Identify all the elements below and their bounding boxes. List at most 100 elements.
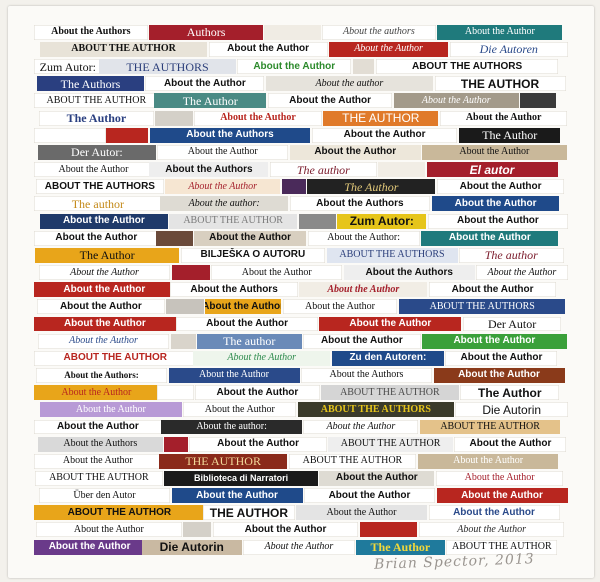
label-strip: About the Author (422, 333, 567, 349)
label-strip: THE AUTHOR (203, 505, 295, 521)
label-strip: The Author (458, 127, 561, 143)
label-strip: About the Author (422, 144, 567, 160)
label-strip: ABOUT THE AUTHOR (328, 436, 453, 452)
label-strip: Die Autoren (449, 41, 568, 57)
label-strip: About the Author (237, 59, 352, 75)
label-strip: Die Autorin (141, 539, 242, 555)
label-strip: About the Author (437, 24, 563, 40)
label-strip: THE AUTHOR (159, 453, 288, 469)
label-strip: About the Author (183, 402, 297, 418)
label-strip (157, 385, 194, 401)
label-strip: About the Author (311, 127, 458, 143)
label-strip (156, 230, 193, 246)
label-strip (183, 522, 212, 538)
label-strip: About the Author (34, 385, 159, 401)
label-strip (359, 522, 418, 538)
label-collage: About the Authors Authors About the author… (34, 24, 568, 572)
label-strip: About the Author (433, 368, 565, 383)
label-strip: About the Authors: (36, 368, 167, 383)
label-strip: About the Author (194, 230, 307, 246)
label-strip: The Author (356, 539, 445, 555)
label-strip: ABOUT THE AUTHORS (326, 247, 458, 263)
label-strip: About the Author (319, 470, 435, 486)
label-strip (281, 179, 306, 195)
label-strip: About the Author (329, 41, 449, 57)
label-strip: The author (197, 333, 302, 349)
label-strip: The Authors (37, 76, 144, 92)
label-strip: About the Author (282, 299, 398, 315)
label-strip: Zum Autor: (337, 213, 427, 229)
label-strip: About the Author (195, 385, 320, 401)
label-strip: About the Author (157, 144, 289, 160)
label-strip: About the Author (289, 144, 421, 160)
label-strip: About the Authors (170, 282, 298, 298)
label-strip: ABOUT THE AUTHOR (34, 93, 159, 109)
label-strip: About the Authors (38, 436, 163, 452)
label-strip: ABOUT THE AUTHOR (40, 41, 208, 57)
label-strip: BILJEŠKA O AUTORU (180, 247, 325, 263)
label-strip (352, 59, 375, 75)
label-strip: About the Author (38, 333, 169, 349)
label-strip: About the Author (34, 316, 176, 332)
label-strip: About the Author (205, 299, 282, 315)
label-strip: About the Author (427, 213, 568, 229)
label-strip: About the Author (296, 505, 427, 521)
label-strip (155, 110, 193, 126)
label-strip: About the Author (34, 230, 159, 246)
label-strip: About the Author (267, 93, 393, 109)
label-strip (34, 127, 107, 143)
label-strip: About the Author (34, 282, 175, 298)
label-strip: About the Author (445, 350, 558, 366)
label-strip: About the Author (431, 196, 560, 212)
label-strip: About the Author (299, 282, 428, 298)
label-strip: About the Author (476, 265, 568, 280)
label-strip: About the Author (145, 76, 265, 92)
label-strip: The author (269, 162, 377, 178)
label-strip: Biblioteca di Narratori (164, 470, 318, 486)
label-strip (378, 162, 425, 178)
label-strip: ABOUT THE AUTHORS (36, 179, 164, 195)
label-strip: About the author: (161, 419, 302, 435)
label-strip: About the Author (39, 265, 170, 280)
label-strip: About the Author (436, 179, 565, 195)
label-strip: ABOUT THE AUTHOR (35, 470, 163, 486)
label-strip: The author (459, 247, 564, 263)
label-strip: About the Author (194, 110, 322, 126)
label-strip (164, 436, 188, 452)
label-strip: About the Author (34, 162, 153, 178)
label-strip: About the Author (208, 41, 328, 57)
label-strip: About the Authors (149, 127, 311, 143)
label-strip (264, 24, 321, 40)
label-strip (170, 333, 196, 349)
label-strip: About the Author (176, 316, 318, 332)
label-strip (105, 127, 149, 143)
label-strip: About the Author (165, 179, 281, 195)
label-strip: About the Author (37, 299, 165, 315)
label-strip: About the Author (436, 488, 568, 504)
label-strip: About the Author (393, 93, 519, 109)
label-strip: About the Author (171, 488, 303, 504)
label-strip: About the Author (34, 419, 162, 435)
label-strip: About the Authors (301, 368, 432, 383)
label-strip: About the Author (417, 453, 559, 469)
label-strip: About the Author (421, 230, 559, 246)
label-strip: ABOUT THE AUTHOR (169, 213, 298, 229)
label-strip: About the Authors (149, 162, 269, 178)
label-strip: About the author (265, 76, 433, 92)
label-strip: ABOUT THE AUTHOR (321, 385, 459, 401)
label-strip (166, 299, 204, 315)
label-strip: About the Author (34, 453, 162, 469)
label-strip: About the Author (439, 110, 568, 126)
label-strip: ABOUT THE AUTHOR (419, 419, 561, 435)
label-strip: About the Author (40, 402, 182, 418)
label-strip: Der Autor: (38, 144, 156, 160)
label-strip: Authors (149, 24, 263, 40)
label-strip: THE AUTHORS (99, 59, 236, 75)
label-strip (520, 93, 557, 109)
label-strip: Zum Autor: (34, 59, 102, 75)
label-strip: Der Autor (462, 316, 562, 332)
label-strip (298, 213, 336, 229)
label-strip: About the Author (36, 522, 182, 538)
label-strip: About the Author (454, 436, 567, 452)
label-strip: The author (34, 196, 162, 212)
